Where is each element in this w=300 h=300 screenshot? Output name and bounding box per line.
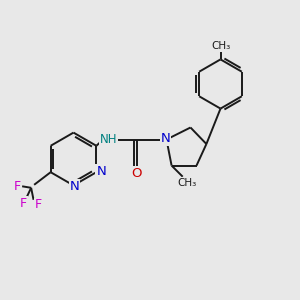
Text: CH₃: CH₃ [177,178,196,188]
Text: CH₃: CH₃ [211,41,230,51]
Text: N: N [96,165,106,178]
Text: NH: NH [100,133,117,146]
Text: N: N [161,132,170,145]
Text: O: O [131,167,142,180]
Text: F: F [14,180,21,193]
Text: F: F [34,198,42,212]
Text: N: N [70,179,79,193]
Text: F: F [20,197,27,210]
